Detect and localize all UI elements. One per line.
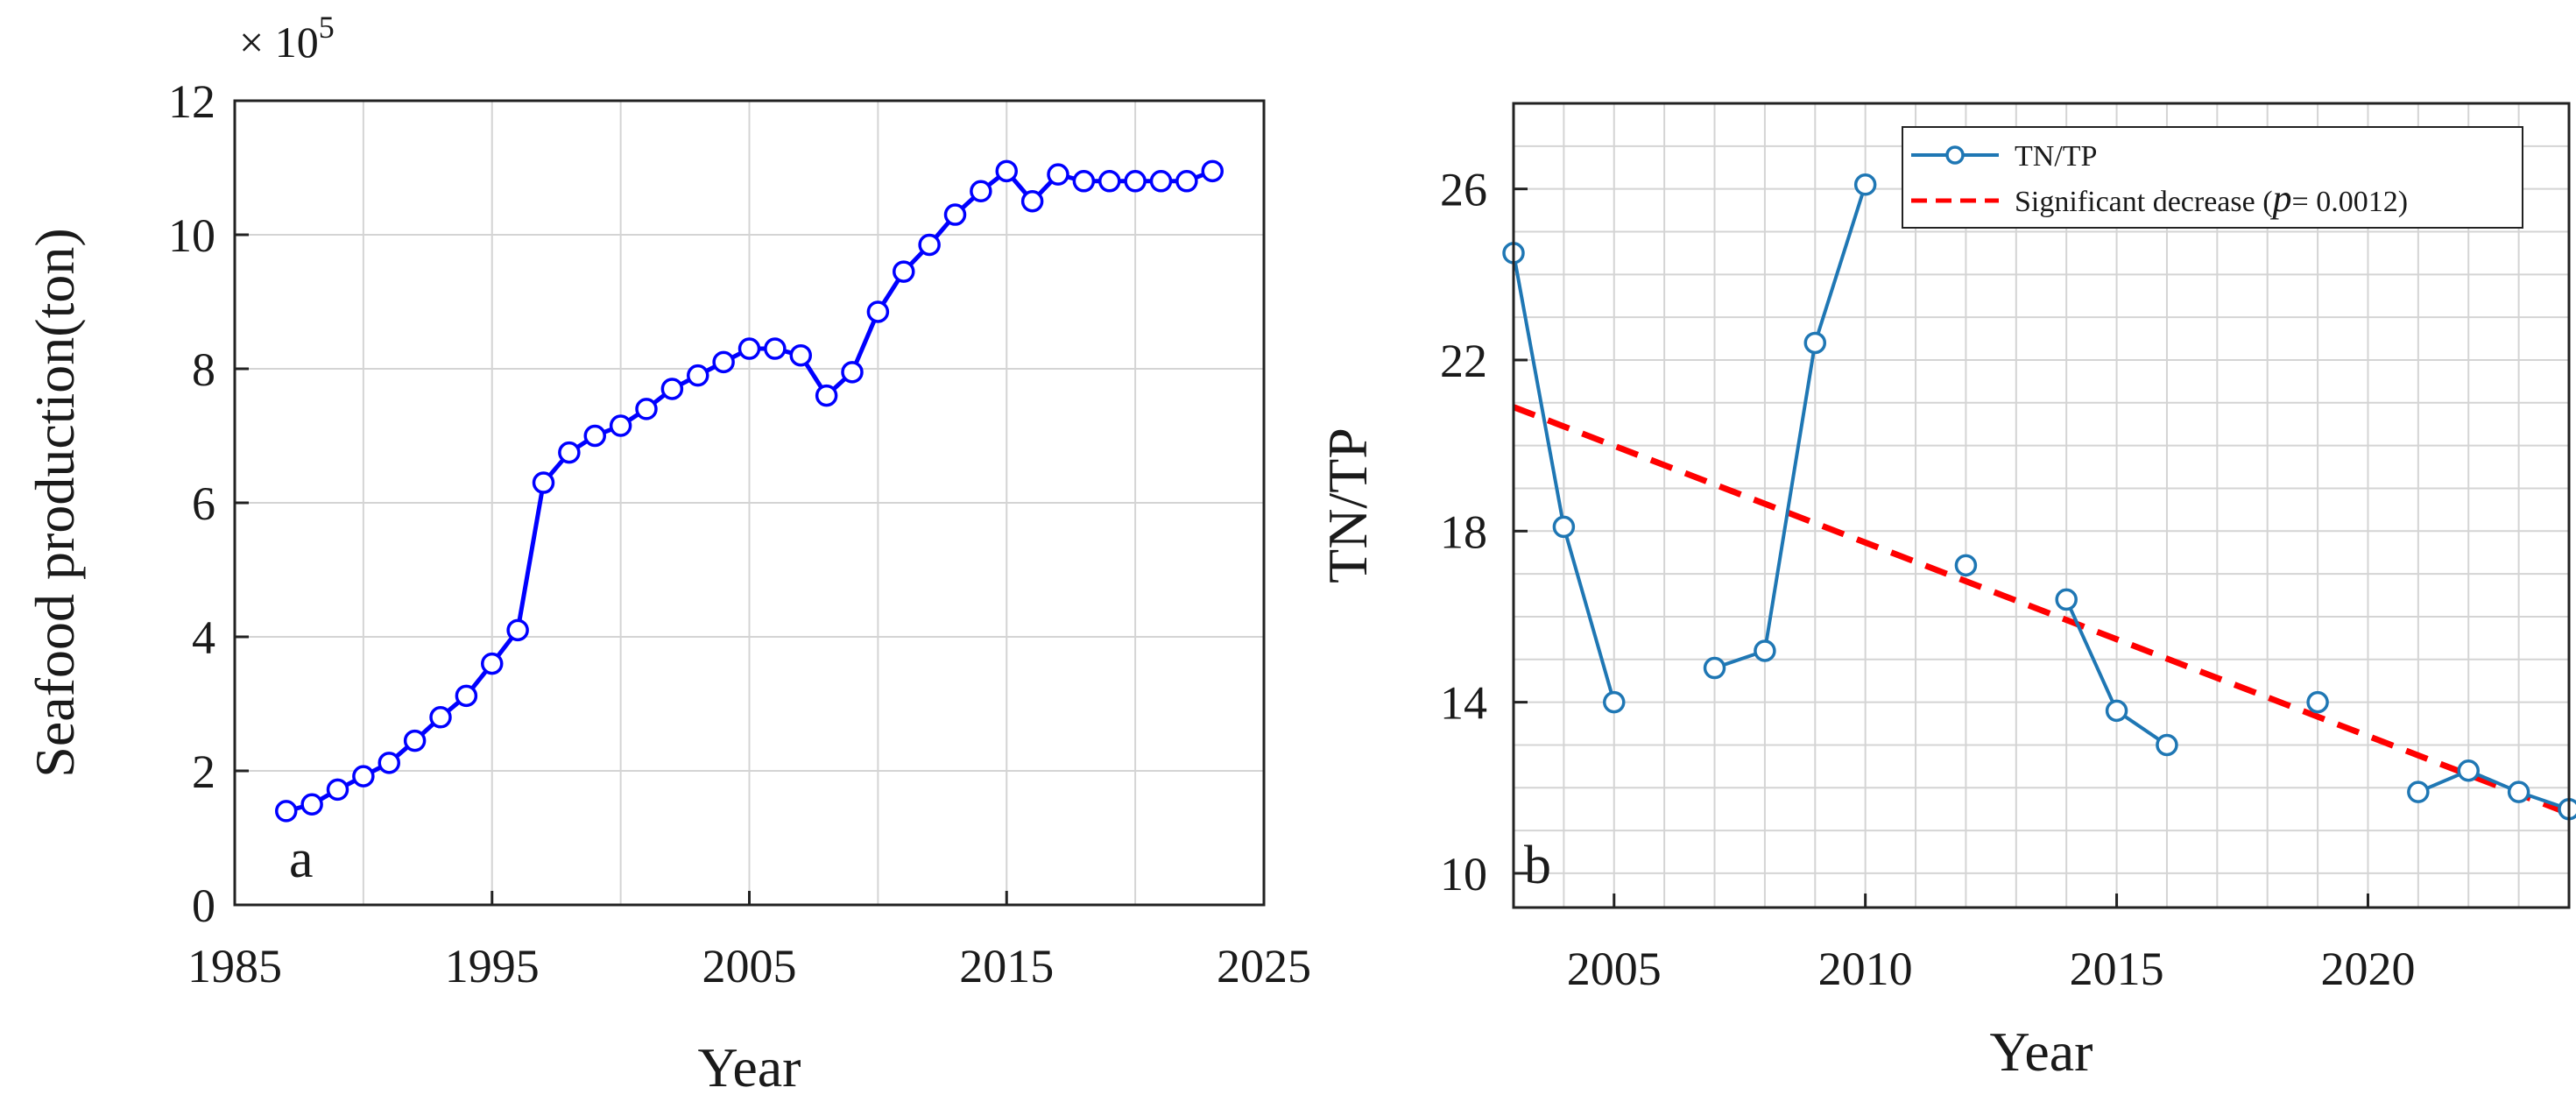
panel-a-y-multiplier: × 105	[239, 10, 335, 67]
data-point	[943, 203, 967, 226]
data-point	[403, 729, 427, 752]
data-point	[1175, 170, 1198, 193]
data-point	[1124, 170, 1147, 193]
x-tick-label: 2015	[959, 940, 1054, 992]
data-point	[893, 260, 915, 283]
y-tick-label: 8	[192, 343, 215, 396]
data-point	[841, 361, 864, 384]
data-point	[1149, 170, 1173, 193]
data-point	[2507, 780, 2530, 803]
data-point	[1020, 190, 1044, 213]
y-tick-label: 12	[168, 75, 215, 128]
x-tick-label: 2005	[702, 940, 797, 992]
data-point	[506, 618, 529, 642]
panel-b-ticks: 2005 2010 2015 2020 10 14 18 22 26	[1440, 164, 2415, 995]
x-tick-label: 2025	[1217, 940, 1311, 992]
y-tick-label: 18	[1440, 505, 1487, 558]
y-tick-label: 10	[168, 209, 215, 262]
legend-series-marker	[1945, 145, 1965, 165]
data-point	[1954, 554, 1978, 577]
data-point	[558, 441, 581, 464]
y-tick-label: 26	[1440, 164, 1487, 216]
data-point	[635, 398, 658, 420]
data-point	[2156, 733, 2178, 757]
series-segment	[1713, 184, 1867, 670]
legend-series-label: TN/TP	[2015, 140, 2097, 173]
x-tick-label: 2010	[1818, 943, 1913, 995]
data-point	[481, 652, 504, 675]
panel-a-chart: 1985 1995 2005 2015 2025 0 2 4 6 8 10 12 × 105 a Ye…	[24, 10, 1311, 1098]
data-point	[738, 337, 761, 360]
data-point	[789, 343, 812, 367]
data-point	[532, 471, 555, 494]
data-point	[326, 778, 349, 802]
x-tick-label: 2015	[2070, 943, 2164, 995]
data-point	[609, 414, 632, 437]
data-point	[2306, 690, 2329, 714]
panel-b-plot-frame	[1512, 102, 2571, 909]
y-tick-label: 2	[192, 745, 215, 798]
data-point	[352, 765, 375, 788]
panel-a-x-axis-label: Year	[698, 1036, 801, 1098]
data-point	[2407, 780, 2430, 803]
panel-b-x-axis-label: Year	[1990, 1021, 2093, 1083]
panel-a-ticks: 1985 1995 2005 2015 2025 0 2 4 6 8 10 12	[168, 75, 1311, 992]
trend-line	[1512, 404, 2571, 816]
data-point	[918, 233, 941, 257]
data-point	[970, 180, 992, 203]
panel-a-grid	[235, 101, 1264, 905]
panel-a-label: a	[289, 830, 314, 889]
data-point	[1201, 159, 1224, 183]
data-point	[866, 300, 890, 323]
data-point	[1047, 163, 1069, 186]
y-tick-label: 0	[192, 879, 215, 932]
data-point	[455, 684, 478, 708]
data-point	[1754, 639, 1776, 662]
data-point	[995, 159, 1018, 183]
x-tick-label: 1995	[445, 940, 540, 992]
panel-b-trend-line	[1512, 404, 2571, 816]
panel-b-label: b	[1524, 836, 1551, 895]
data-point	[378, 752, 400, 774]
data-point	[815, 384, 838, 407]
legend-box	[1902, 126, 2523, 229]
panel-b-y-axis-label: TN/TP	[1316, 427, 1379, 583]
y-tick-label: 10	[1440, 848, 1487, 901]
data-point	[660, 378, 684, 400]
data-point	[687, 364, 709, 387]
data-point	[1853, 173, 1877, 196]
x-tick-label: 2005	[1567, 943, 1662, 995]
y-tick-label: 4	[192, 611, 215, 664]
data-point	[764, 337, 787, 360]
panel-a-series	[275, 159, 1224, 823]
data-point	[429, 706, 452, 729]
data-point	[1803, 331, 1827, 355]
data-point	[2055, 588, 2078, 611]
x-tick-label: 2020	[2320, 943, 2415, 995]
data-point	[2105, 699, 2128, 723]
panel-b-legend: TN/TP Significant decrease (p= 0.0012)	[1902, 126, 2523, 229]
data-point	[1603, 690, 1626, 714]
data-point	[2457, 759, 2480, 782]
data-point	[300, 793, 323, 816]
x-tick-label: 1985	[187, 940, 282, 992]
data-point	[1098, 170, 1121, 193]
panel-a-y-axis-label: Seafood production(ton)	[24, 228, 86, 777]
legend-trend-label: Significant decrease (p= 0.0012)	[2015, 177, 2408, 220]
series-segment	[2417, 768, 2570, 811]
data-point	[1072, 170, 1096, 193]
y-tick-label: 14	[1440, 677, 1487, 730]
data-point	[275, 800, 298, 823]
panel-b-grid	[1514, 103, 2569, 908]
data-point	[1552, 515, 1576, 539]
data-point	[712, 350, 735, 374]
panel-b-chart: 2005 2010 2015 2020 10 14 18 22 26 b Year TN/TP …	[1316, 102, 2576, 1083]
y-tick-label: 22	[1440, 335, 1487, 387]
y-tick-label: 6	[192, 477, 215, 530]
data-point	[583, 424, 606, 448]
data-point	[1703, 656, 1726, 680]
